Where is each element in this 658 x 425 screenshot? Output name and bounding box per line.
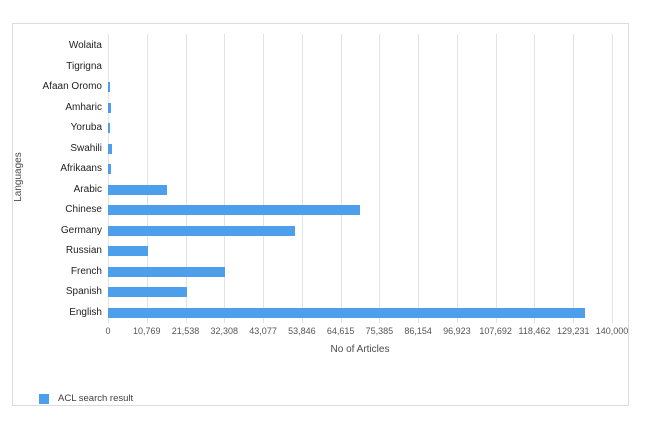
- gridline: [573, 34, 575, 323]
- x-tick-label: 118,462: [518, 326, 551, 336]
- x-tick-label: 129,231: [556, 326, 590, 336]
- x-tick-label: 86,154: [404, 326, 432, 336]
- bar-arabic: [108, 184, 167, 195]
- x-tick-label: 53,846: [288, 326, 316, 336]
- x-tick-label: 21,538: [171, 326, 200, 336]
- legend-swatch: [39, 393, 49, 404]
- legend: ACL search result: [39, 393, 133, 404]
- gridline: [301, 34, 303, 323]
- category-label: Spanish: [65, 286, 102, 297]
- category-label: Arabic: [73, 183, 102, 195]
- bar-afaan-oromo: [108, 82, 110, 92]
- gridline: [379, 34, 381, 323]
- bar-afrikaans: [108, 164, 112, 174]
- gridline: [534, 34, 536, 323]
- x-tick-label: 10,769: [133, 326, 161, 336]
- x-axis-title: No of Articles: [330, 344, 390, 355]
- category-label: Chinese: [65, 204, 102, 215]
- category-label: Wolaita: [68, 40, 102, 51]
- category-label: English: [69, 306, 102, 318]
- bar-chinese: [108, 205, 360, 215]
- x-tick-label: 75,385: [365, 326, 394, 336]
- category-label: Afrikaans: [60, 163, 102, 174]
- gridline: [185, 34, 187, 323]
- legend-label: ACL search result: [58, 393, 134, 404]
- x-tick-label: 96,923: [443, 326, 471, 336]
- gridline: [456, 34, 458, 323]
- x-tick-label: 140,000: [595, 326, 629, 336]
- bar-swahili: [108, 143, 112, 154]
- x-tick-label: 64,615: [326, 326, 355, 336]
- x-tick-label: 32,308: [210, 326, 239, 336]
- category-label: Yoruba: [70, 122, 102, 133]
- category-label: Afaan Oromo: [42, 81, 102, 92]
- bar-germany: [108, 225, 296, 236]
- gridline: [263, 34, 265, 323]
- x-tick-label: 0: [105, 326, 111, 336]
- category-label: Tigrigna: [66, 60, 102, 72]
- chart-frame: Languages 0 10,769 21,538 32,308 43,077 53,84…: [12, 23, 629, 406]
- category-label: Germany: [60, 224, 102, 236]
- category-label: Swahili: [70, 142, 102, 154]
- bar-french: [108, 266, 225, 277]
- bar-russian: [108, 246, 148, 256]
- category-label: Russian: [65, 245, 102, 256]
- gridline: [108, 34, 109, 323]
- gridline: [224, 34, 226, 323]
- bar-spanish: [108, 287, 187, 297]
- x-tick-label: 43,077: [249, 326, 277, 336]
- gridline: [340, 34, 342, 323]
- category-label: Amharic: [65, 101, 102, 113]
- plot-area: 0 10,769 21,538 32,308 43,077 53,846 64,615 75,…: [13, 24, 628, 405]
- gridline: [418, 34, 420, 323]
- bar-amharic: [108, 102, 112, 113]
- gridline: [146, 34, 148, 323]
- gridline: [612, 34, 613, 323]
- bar-yoruba: [108, 123, 111, 133]
- category-label: French: [70, 265, 102, 277]
- gridline: [495, 34, 497, 323]
- x-tick-label: 107,692: [479, 326, 512, 336]
- bar-english: [108, 307, 585, 318]
